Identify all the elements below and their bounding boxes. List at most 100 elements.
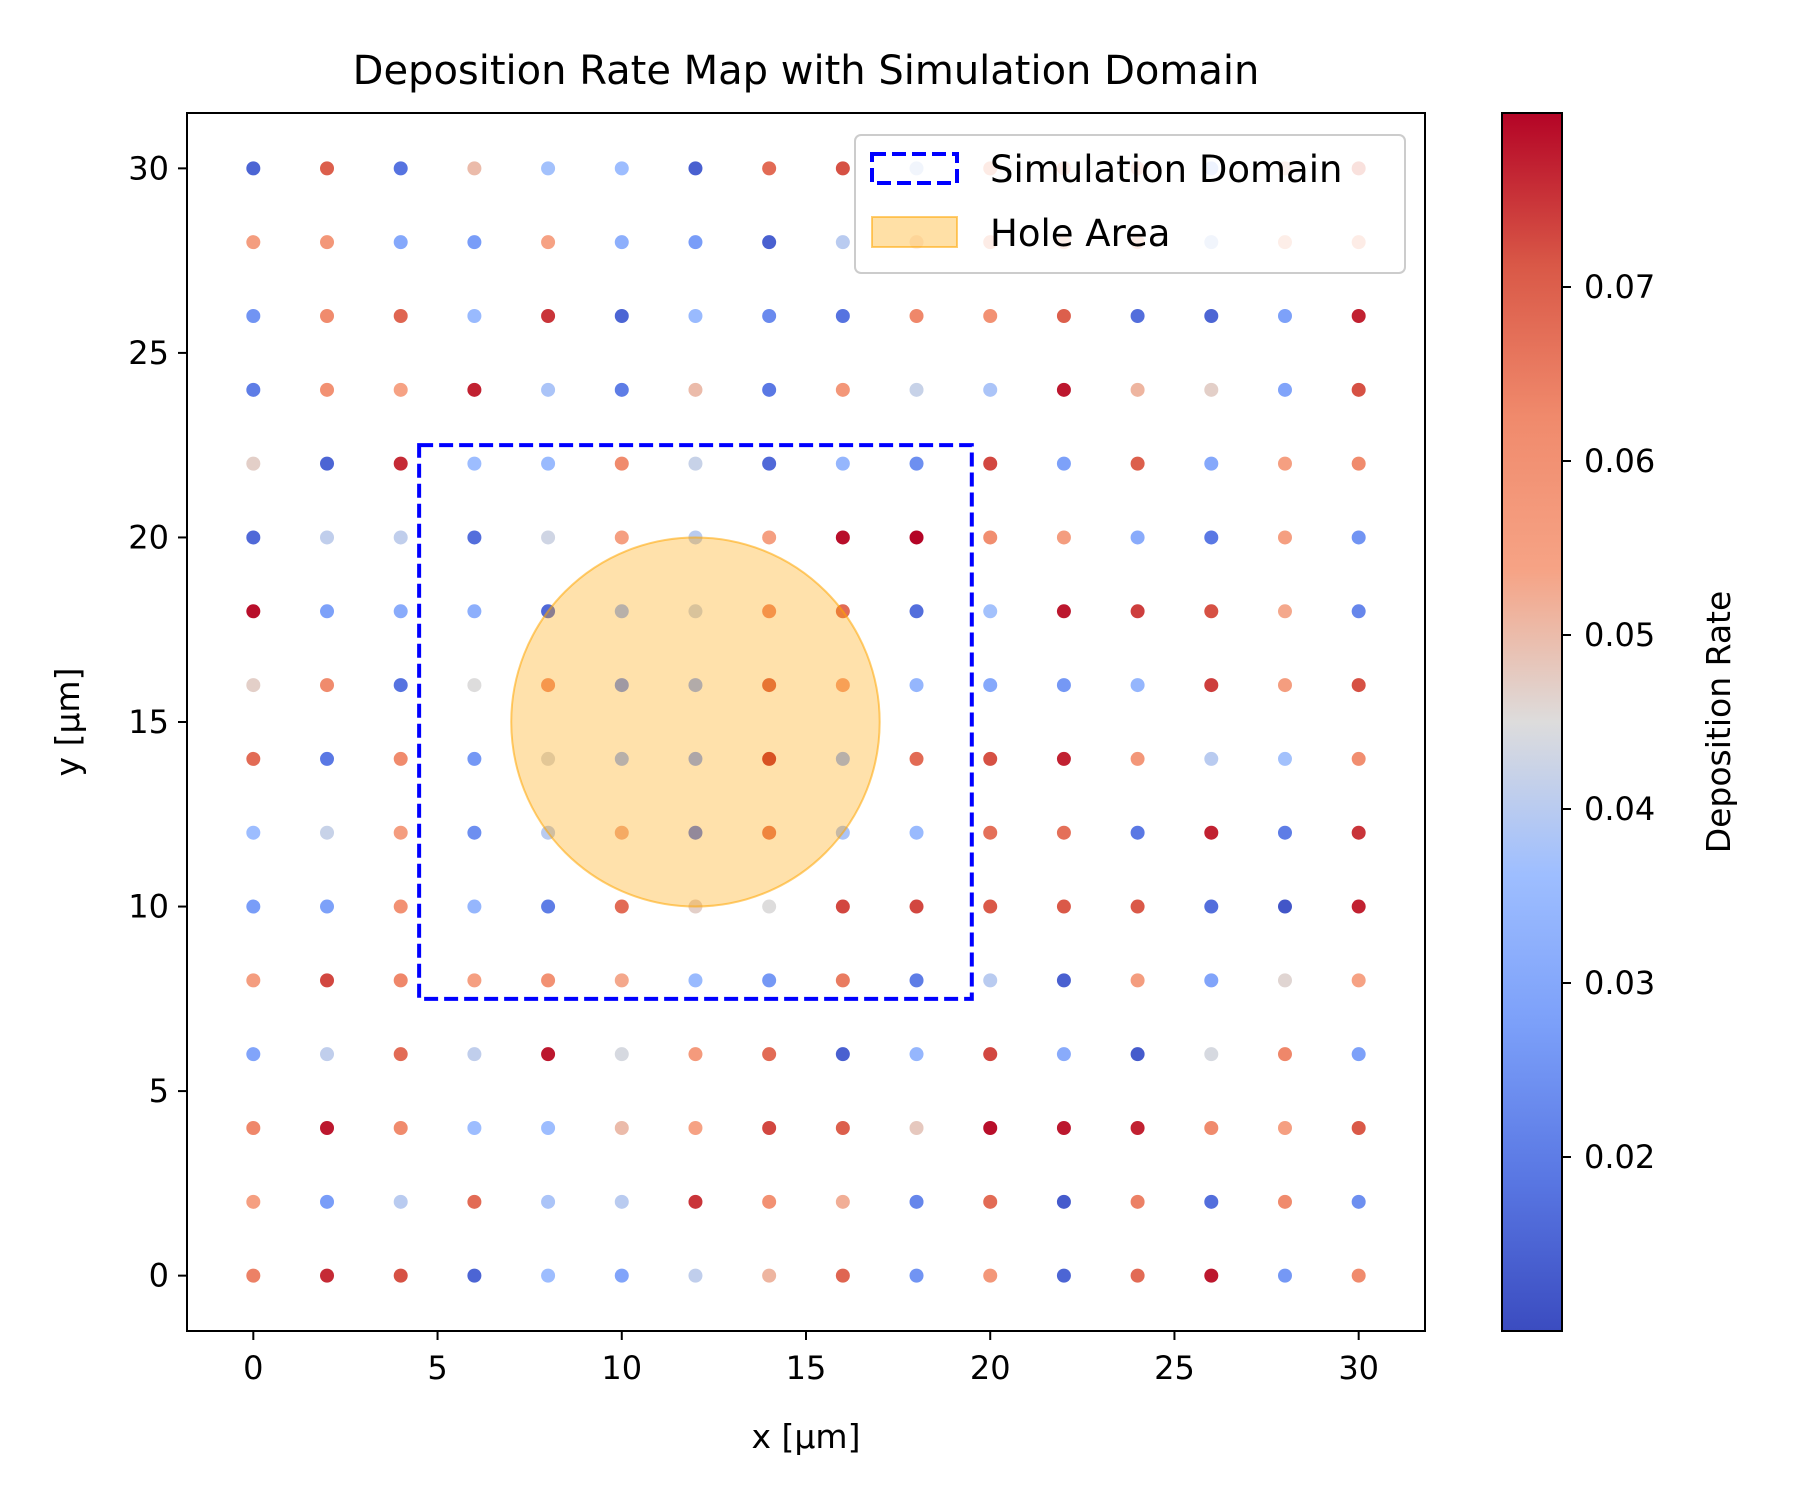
data-point <box>983 1194 998 1209</box>
data-point <box>762 973 777 988</box>
data-point <box>246 751 261 766</box>
data-point <box>909 1194 924 1209</box>
data-point <box>1204 825 1219 840</box>
data-point <box>614 456 629 471</box>
data-point <box>909 1268 924 1283</box>
data-point <box>246 678 261 693</box>
data-point <box>1130 604 1145 619</box>
y-axis-label: y [µm] <box>48 668 87 777</box>
data-point <box>614 235 629 250</box>
data-point <box>320 235 335 250</box>
data-point <box>1351 604 1366 619</box>
data-point <box>909 751 924 766</box>
data-point <box>1130 973 1145 988</box>
data-point <box>393 309 408 323</box>
data-point <box>909 973 924 988</box>
data-point <box>1056 456 1071 471</box>
data-point <box>762 382 777 397</box>
data-point <box>1204 1047 1219 1062</box>
data-point <box>1130 825 1145 840</box>
hole-area <box>510 536 881 908</box>
data-point <box>983 456 998 471</box>
data-point <box>983 1121 998 1135</box>
data-point <box>467 751 482 766</box>
data-point <box>541 1121 556 1135</box>
data-point <box>393 235 408 250</box>
data-point <box>1204 382 1219 397</box>
colorbar: 0.02 0.03 0.04 0.05 0.06 0.07 Deposition Rate <box>1501 112 1738 1332</box>
data-point <box>614 161 629 176</box>
data-point <box>1351 1121 1366 1135</box>
data-point <box>1351 751 1366 766</box>
data-point <box>1130 382 1145 397</box>
data-point <box>320 899 335 914</box>
data-point <box>835 382 850 397</box>
data-point <box>541 161 556 176</box>
data-point <box>467 678 482 693</box>
data-point <box>1277 973 1292 988</box>
data-point <box>1056 1194 1071 1209</box>
data-point <box>762 678 777 693</box>
data-point <box>541 1268 556 1283</box>
data-point <box>835 1047 850 1062</box>
y-tick-label: 10 <box>128 888 169 926</box>
legend: Simulation Domain Hole Area <box>854 134 1406 274</box>
data-point <box>1204 899 1219 914</box>
data-point <box>1351 309 1366 323</box>
data-point <box>393 899 408 914</box>
data-point <box>1204 604 1219 619</box>
data-point <box>246 899 261 914</box>
data-point <box>762 456 777 471</box>
data-point <box>909 309 924 323</box>
data-point <box>246 309 261 323</box>
colorbar-label: Deposition Rate <box>1699 591 1738 854</box>
data-point <box>983 678 998 693</box>
data-point <box>1277 899 1292 914</box>
data-point <box>762 1268 777 1283</box>
colorbar-tick-label: 0.06 <box>1584 442 1655 480</box>
data-point <box>1204 530 1219 545</box>
data-point <box>1277 456 1292 471</box>
data-point <box>614 382 629 397</box>
data-point <box>393 604 408 619</box>
data-point <box>909 382 924 397</box>
data-point <box>393 530 408 545</box>
data-point <box>762 1121 777 1135</box>
data-point <box>614 678 629 693</box>
x-tick-label: 15 <box>786 1349 827 1387</box>
x-axis-label: x [µm] <box>752 1417 861 1456</box>
data-point <box>614 309 629 323</box>
data-point <box>909 899 924 914</box>
data-point <box>614 825 629 840</box>
data-point <box>246 825 261 840</box>
data-point <box>1204 1121 1219 1135</box>
data-point <box>1130 1268 1145 1283</box>
colorbar-tick-label: 0.07 <box>1584 268 1655 306</box>
data-point <box>467 1268 482 1283</box>
data-point <box>983 825 998 840</box>
data-point <box>1204 309 1219 323</box>
y-tick-label: 0 <box>149 1257 169 1295</box>
data-point <box>246 382 261 397</box>
colorbar-tick-label: 0.03 <box>1584 964 1655 1002</box>
data-point <box>688 1047 703 1062</box>
x-axis-ticks: 0 5 10 15 20 25 30 <box>243 1331 1379 1387</box>
data-point <box>467 899 482 914</box>
data-point <box>467 309 482 323</box>
data-point <box>835 1121 850 1135</box>
data-point <box>614 1121 629 1135</box>
data-point <box>835 161 850 176</box>
colorbar-ticks: 0.02 0.03 0.04 0.05 0.06 0.07 <box>1562 268 1655 1176</box>
data-point <box>1204 1268 1219 1283</box>
data-point <box>1277 825 1292 840</box>
data-point <box>983 751 998 766</box>
data-point <box>983 530 998 545</box>
data-point <box>246 1121 261 1135</box>
data-point <box>614 1047 629 1062</box>
data-point <box>614 1268 629 1283</box>
data-point <box>835 456 850 471</box>
data-point <box>467 161 482 176</box>
data-point <box>1056 751 1071 766</box>
data-point <box>1130 1121 1145 1135</box>
